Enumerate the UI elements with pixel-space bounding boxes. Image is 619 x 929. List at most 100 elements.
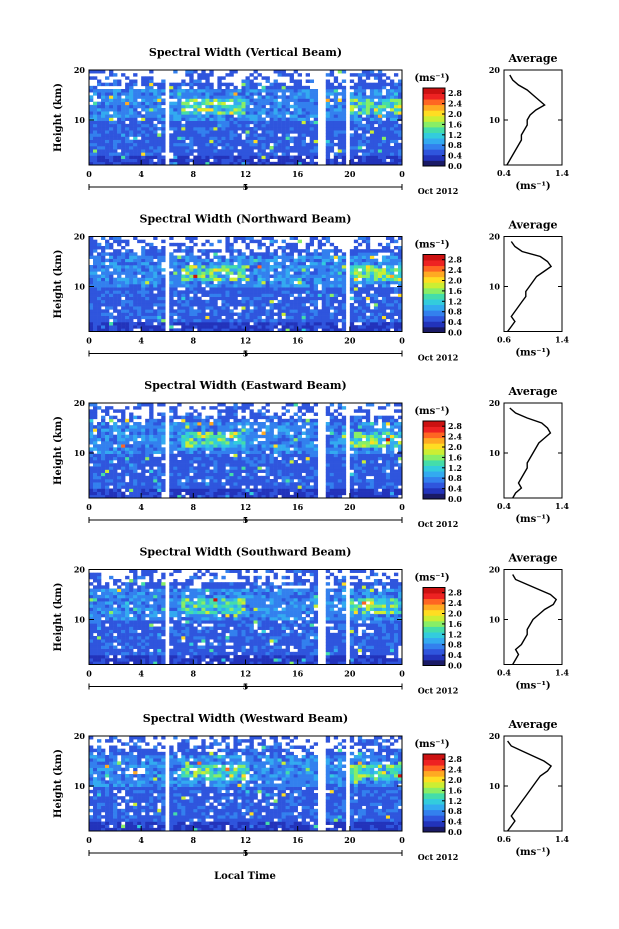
heat-cell [89, 117, 94, 121]
heat-cell [117, 161, 122, 166]
heat-cell [145, 249, 150, 253]
heat-cell [93, 274, 98, 278]
heat-cell [265, 261, 270, 266]
heat-cell [261, 303, 266, 307]
heat-cell [273, 475, 278, 480]
heat-cell [189, 315, 194, 320]
heat-cell [157, 315, 162, 320]
heat-cell [129, 149, 134, 153]
heat-cell [225, 453, 230, 458]
heat-cell [145, 303, 150, 307]
heat-cell [221, 309, 226, 313]
heat-cell [105, 252, 110, 256]
heat-cell [169, 85, 174, 90]
heat-cell [117, 472, 122, 477]
heat-cell [305, 268, 310, 272]
heat-cell [229, 92, 234, 96]
heat-cell [105, 491, 110, 496]
heat-cell [365, 152, 371, 156]
heat-cell [93, 246, 98, 250]
heat-cell [357, 258, 363, 263]
heat-cell [201, 309, 206, 313]
heat-cell [205, 161, 210, 166]
heat-cell [193, 290, 198, 294]
heat-cell [253, 475, 258, 480]
heat-cell [297, 318, 302, 323]
heat-cell [265, 92, 270, 96]
heat-cell [101, 479, 106, 483]
heat-cell [217, 450, 222, 454]
heat-cell [385, 95, 391, 99]
heat-cell [157, 303, 162, 307]
heat-cell [261, 123, 266, 128]
heat-cell [381, 475, 387, 480]
heat-cell [285, 277, 290, 282]
heat-cell [373, 127, 379, 131]
heat-cell [225, 111, 230, 115]
heat-cell [357, 488, 363, 492]
heat-cell [177, 485, 182, 489]
heat-cell [297, 472, 302, 477]
heat-cell [149, 328, 154, 332]
heat-cell [325, 268, 331, 272]
heat-cell [393, 290, 399, 294]
heat-cell [209, 85, 214, 90]
heat-cell [289, 299, 294, 304]
heat-cell [113, 280, 118, 285]
heat-cell [97, 111, 102, 115]
heat-cell [261, 284, 266, 288]
heat-cell [261, 133, 266, 137]
heat-cell [353, 136, 359, 140]
heat-cell [269, 456, 274, 461]
heat-cell [341, 277, 347, 282]
heat-cell [125, 460, 130, 464]
heat-cell [389, 325, 395, 329]
heat-cell [365, 460, 371, 464]
heat-cell [177, 255, 182, 259]
heat-cell [253, 255, 258, 259]
heat-cell [369, 325, 375, 329]
colorbar-tick-label: 2.0 [448, 109, 462, 119]
heat-cell [381, 453, 387, 458]
heat-cell [161, 469, 166, 473]
heat-cell [257, 479, 262, 483]
heat-cell [301, 136, 306, 140]
heat-cell [265, 255, 270, 259]
heat-cell [273, 293, 278, 297]
heat-cell [149, 158, 154, 163]
colorbar-tick-label: 1.6 [448, 119, 462, 129]
heat-cell [357, 133, 363, 137]
heat-cell [129, 271, 134, 275]
heat-cell [221, 76, 226, 80]
heat-cell [129, 146, 134, 150]
heat-cell [381, 293, 387, 297]
heat-cell [193, 117, 198, 121]
heat-cell [133, 95, 138, 99]
heat-cell [361, 456, 367, 461]
heat-cell [289, 249, 294, 253]
heat-cell [133, 252, 138, 256]
heat-cell [341, 271, 347, 275]
heat-cell [273, 136, 278, 140]
heat-cell [201, 268, 206, 272]
heat-cell [245, 161, 250, 166]
heat-cell [325, 136, 331, 140]
heat-cell [141, 108, 146, 112]
heat-cell [173, 460, 178, 464]
heat-cell [273, 265, 278, 269]
heat-cell [393, 261, 399, 266]
heat-cell [377, 475, 383, 480]
heat-cell [313, 488, 319, 492]
heat-cell [297, 491, 302, 496]
heat-cell [197, 494, 202, 499]
heat-cell [289, 258, 294, 263]
heat-cell [121, 108, 126, 112]
heat-cell [329, 142, 335, 147]
heat-cell [397, 89, 403, 93]
heat-cell [269, 479, 274, 483]
heat-cell [373, 114, 379, 118]
heat-cell [353, 130, 359, 134]
heat-cell [341, 469, 347, 473]
heat-cell [269, 306, 274, 310]
heat-cell [241, 82, 246, 87]
